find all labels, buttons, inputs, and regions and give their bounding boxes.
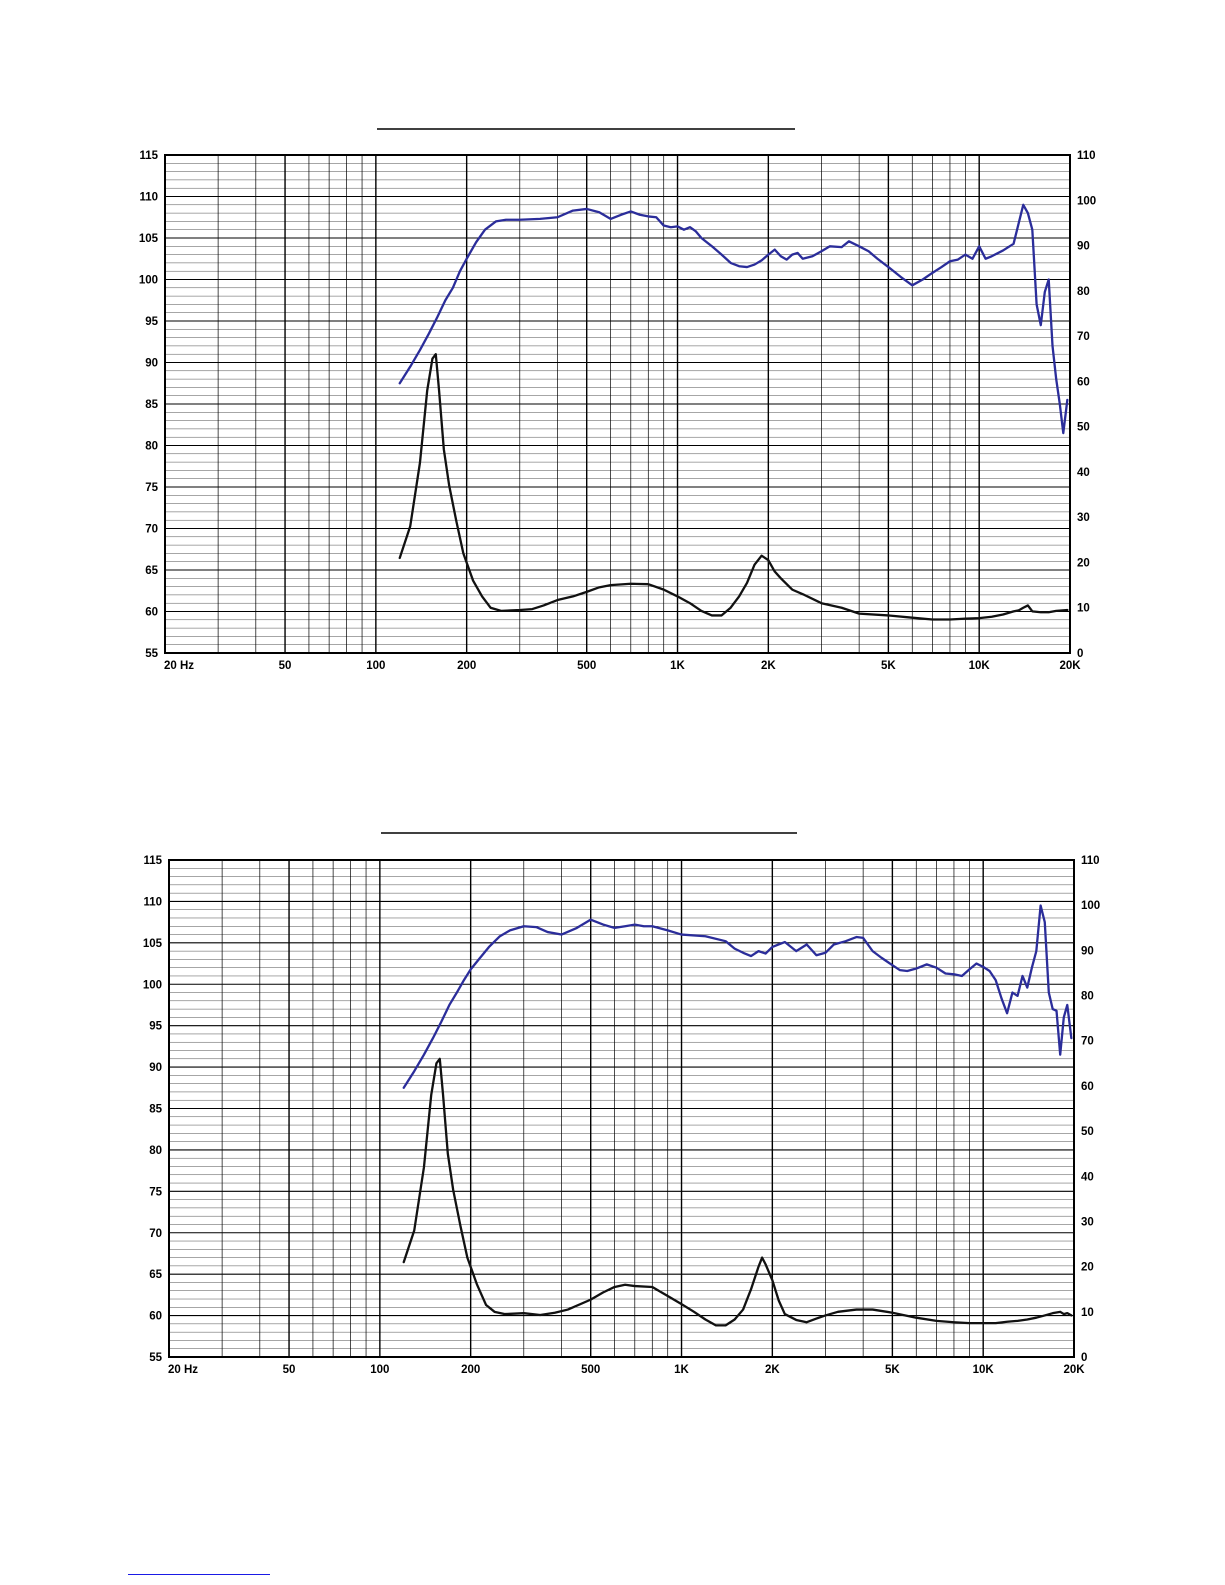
- y-tick-label: 100: [139, 275, 158, 287]
- y-tick-label: 105: [139, 233, 159, 245]
- y2-tick-label: 70: [1081, 1036, 1094, 1048]
- x-tick-label: 2K: [761, 660, 776, 672]
- y2-tick-label: 40: [1077, 467, 1090, 479]
- y2-tick-label: 90: [1077, 241, 1090, 253]
- y-tick-label: 55: [145, 648, 158, 660]
- x-tick-label: 10K: [969, 660, 991, 672]
- y2-tick-label: 40: [1081, 1171, 1094, 1183]
- y2-tick-label: 100: [1081, 900, 1100, 912]
- y2-tick-label: 20: [1077, 557, 1090, 569]
- y-tick-label: 90: [149, 1062, 162, 1074]
- y2-tick-label: 110: [1077, 150, 1096, 162]
- y-tick-label: 65: [145, 565, 158, 577]
- y-tick-label: 60: [149, 1311, 162, 1323]
- y-tick-label: 75: [149, 1186, 162, 1198]
- impedance-curve: [402, 1057, 1073, 1327]
- y2-tick-label: 80: [1081, 991, 1094, 1003]
- y-tick-label: 85: [145, 399, 158, 411]
- y2-tick-label: 30: [1081, 1216, 1094, 1228]
- x-tick-label: 20 Hz: [164, 660, 194, 672]
- y-tick-label: 80: [145, 441, 158, 453]
- chart-2-series: [402, 904, 1073, 1327]
- x-tick-label: 10K: [973, 1364, 995, 1376]
- x-tick-label: 20 Hz: [168, 1364, 198, 1376]
- impedance-curve: [398, 353, 1069, 621]
- y-tick-label: 85: [149, 1104, 162, 1116]
- x-tick-label: 200: [461, 1364, 480, 1376]
- y-tick-label: 95: [145, 316, 158, 328]
- frequency-response-chart-1: 55 60 65 70 75 80 85 90 95 100 105 110 115 0 10 20 30 40 5…: [139, 128, 1096, 672]
- y2-tick-label: 50: [1077, 422, 1090, 434]
- y-tick-label: 90: [145, 358, 158, 370]
- chart-1-frame: [164, 154, 1071, 654]
- x-tick-label: 20K: [1063, 1364, 1085, 1376]
- y2-tick-label: 0: [1081, 1352, 1087, 1364]
- y-tick-label: 55: [149, 1352, 162, 1364]
- y2-tick-label: 0: [1077, 648, 1083, 660]
- chart-2-labels: 55 60 65 70 75 80 85 90 95 100 105 110 115 0 10 20 30 40 5…: [143, 855, 1100, 1376]
- y2-tick-label: 10: [1077, 603, 1090, 615]
- footer-link-underline[interactable]: [128, 1574, 270, 1575]
- y-tick-label: 60: [145, 607, 158, 619]
- x-tick-label: 200: [457, 660, 476, 672]
- y-tick-label: 75: [145, 482, 158, 494]
- x-tick-label: 2K: [765, 1364, 780, 1376]
- x-tick-label: 20K: [1059, 660, 1081, 672]
- chart-1-labels: 55 60 65 70 75 80 85 90 95 100 105 110 115 0 10 20 30 40 5…: [139, 150, 1096, 672]
- y-tick-label: 115: [139, 150, 158, 162]
- plot-frame: [168, 859, 1075, 1358]
- plot-frame: [164, 154, 1071, 654]
- y2-tick-label: 90: [1081, 945, 1094, 957]
- y-tick-label: 80: [149, 1145, 162, 1157]
- chart-2-grid: [168, 859, 1075, 1358]
- y2-tick-label: 70: [1077, 331, 1090, 343]
- x-tick-label: 5K: [885, 1364, 900, 1376]
- y-tick-label: 110: [143, 896, 162, 908]
- y2-tick-label: 80: [1077, 286, 1090, 298]
- x-tick-label: 5K: [881, 660, 896, 672]
- x-tick-label: 100: [370, 1364, 389, 1376]
- y2-tick-label: 60: [1077, 376, 1090, 388]
- frequency-response-chart-2: 55 60 65 70 75 80 85 90 95 100 105 110 115 0 10 20 30 40 5…: [143, 832, 1100, 1376]
- x-tick-label: 1K: [670, 660, 685, 672]
- y-tick-label: 70: [145, 524, 158, 536]
- spl-curve: [398, 203, 1069, 435]
- x-tick-label: 500: [581, 1364, 600, 1376]
- y-tick-label: 115: [143, 855, 162, 867]
- x-tick-label: 50: [283, 1364, 296, 1376]
- y2-tick-label: 10: [1081, 1307, 1094, 1319]
- y2-tick-label: 110: [1081, 855, 1100, 867]
- y-tick-label: 110: [139, 192, 158, 204]
- chart-1-series: [398, 203, 1069, 621]
- y2-tick-label: 50: [1081, 1126, 1094, 1138]
- chart-2-frame: [168, 859, 1075, 1358]
- y-tick-label: 95: [149, 1021, 162, 1033]
- y-tick-label: 100: [143, 979, 162, 991]
- spl-curve: [402, 904, 1073, 1089]
- x-tick-label: 50: [279, 660, 292, 672]
- y-tick-label: 105: [143, 938, 163, 950]
- y2-tick-label: 30: [1077, 512, 1090, 524]
- y2-tick-label: 20: [1081, 1262, 1094, 1274]
- x-tick-label: 100: [366, 660, 385, 672]
- y-tick-label: 70: [149, 1228, 162, 1240]
- y2-tick-label: 100: [1077, 195, 1096, 207]
- x-tick-label: 500: [577, 660, 596, 672]
- x-tick-label: 1K: [674, 1364, 689, 1376]
- y2-tick-label: 60: [1081, 1081, 1094, 1093]
- y-tick-label: 65: [149, 1269, 162, 1281]
- chart-1-grid: [164, 154, 1071, 654]
